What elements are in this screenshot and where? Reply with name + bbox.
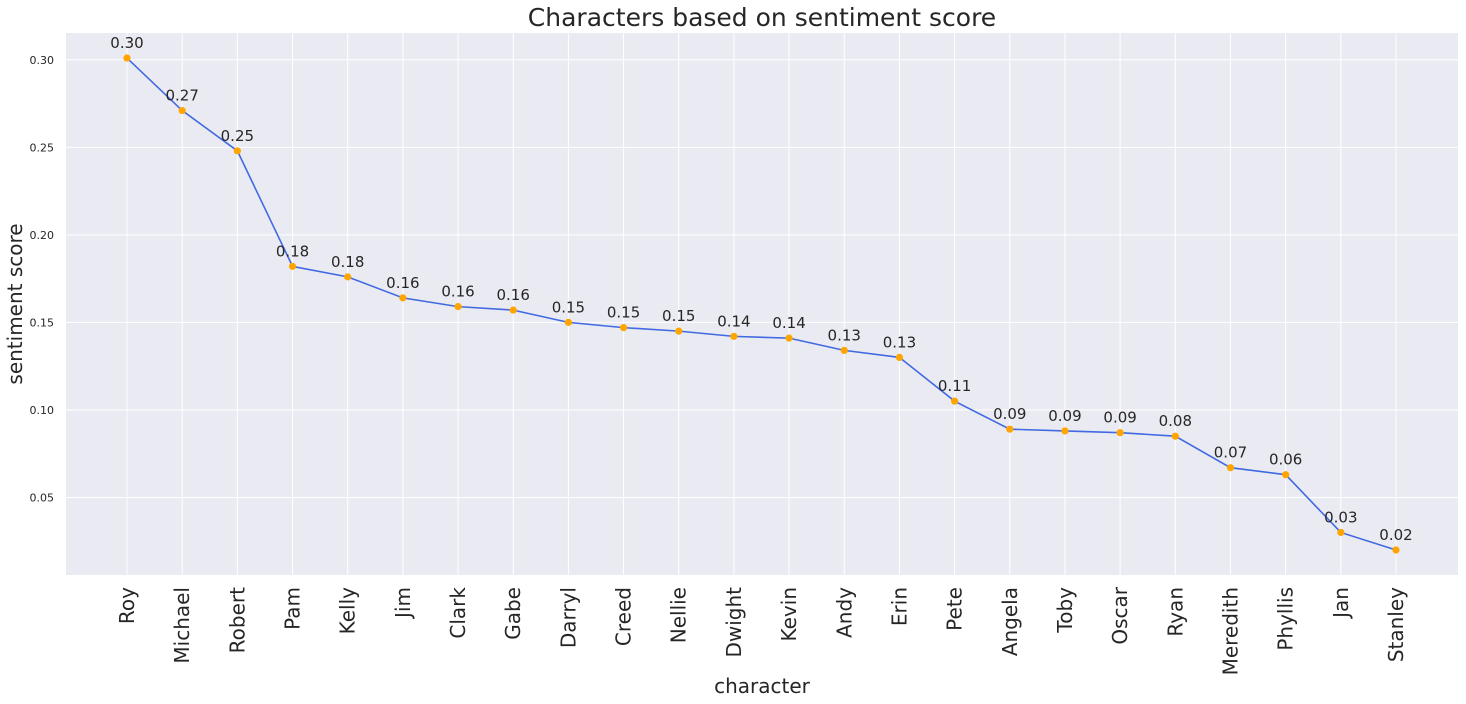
data-points [123,54,1400,554]
data-point [1061,427,1069,435]
data-point [454,303,462,311]
x-tick-label: Oscar [1108,586,1132,644]
x-tick-label: Pam [281,587,305,630]
x-tick-label: Stanley [1384,587,1408,662]
data-point [730,332,738,340]
x-tick-label: Nellie [667,587,691,643]
x-tick-label: Phyllis [1274,587,1298,651]
x-tick-label: Ryan [1163,587,1187,637]
y-axis-label: sentiment score [3,223,27,384]
data-label: 0.30 [110,34,143,52]
data-point [951,397,959,405]
data-label: 0.16 [441,283,474,301]
data-label: 0.15 [662,307,695,325]
data-point [344,273,352,281]
data-label: 0.09 [993,405,1026,423]
data-label: 0.14 [772,314,805,332]
x-tick-label: Toby [1053,587,1077,634]
data-point [785,334,793,342]
x-tick-label: Gabe [501,587,525,640]
data-label: 0.03 [1324,508,1357,526]
data-point [123,54,131,62]
data-point [675,327,683,335]
data-label: 0.16 [497,286,530,304]
data-point [1116,429,1124,437]
x-tick-label: Robert [225,587,249,653]
series-line [126,57,1397,551]
x-tick-label: Kevin [777,587,801,642]
data-label: 0.15 [607,304,640,322]
data-label: 0.09 [1048,407,1081,425]
y-tick-label: 0.15 [30,316,55,329]
data-point [1392,546,1400,554]
y-tick-label: 0.20 [30,229,55,242]
chart-title: Characters based on sentiment score [528,3,996,32]
x-tick-label: Michael [170,587,194,664]
data-point [1171,432,1179,440]
data-point [1337,528,1345,537]
data-point [564,318,572,326]
data-point [509,306,517,314]
x-tick-label: Andy [832,587,856,638]
plot-area [66,33,1458,575]
x-tick-label: Jim [391,587,415,620]
x-tick-label: Roy [115,587,139,624]
data-point [178,106,186,115]
data-point [619,324,628,332]
data-point [895,353,904,361]
data-label: 0.13 [883,333,916,351]
data-point [1226,464,1235,472]
x-tick-labels: Roy Michael Robert Pam Kelly Jim Clark Gabe Darr… [115,586,1408,675]
data-label: 0.11 [938,377,971,395]
data-label: 0.08 [1159,412,1192,430]
data-labels: 0.30 0.27 0.25 0.18 0.18 0.16 0.16 0.16 0.15 0.15… [110,34,1412,544]
x-tick-label: Darryl [556,587,580,648]
data-label: 0.15 [552,298,585,316]
data-point [399,294,407,302]
x-tick-label: Pete [943,587,967,631]
x-tick-label: Jan [1329,587,1353,620]
data-point [233,147,241,155]
y-tick-label: 0.25 [30,141,55,154]
data-label: 0.13 [828,326,861,344]
x-tick-label: Meredith [1218,587,1242,675]
data-point [840,346,848,354]
data-point [1006,425,1014,433]
x-tick-label: Clark [446,587,470,639]
y-tick-labels: 0.05 0.10 0.15 0.20 0.25 0.30 [30,54,55,505]
x-tick-label: Creed [612,587,636,646]
data-point [288,262,297,270]
data-label: 0.02 [1379,526,1412,544]
y-tick-label: 0.05 [30,491,55,504]
data-label: 0.27 [165,87,198,105]
y-tick-label: 0.10 [30,404,55,417]
data-point [1282,471,1290,479]
x-tick-label: Kelly [336,587,360,635]
data-label: 0.06 [1269,451,1302,469]
x-tick-label: Angela [998,587,1022,656]
data-label: 0.18 [276,242,309,260]
x-axis-label: character [714,674,811,698]
x-tick-label: Dwight [722,587,746,658]
data-label: 0.18 [331,253,364,271]
data-label: 0.25 [221,127,254,145]
data-label: 0.09 [1103,409,1136,427]
data-label: 0.16 [386,274,419,292]
x-tick-label: Erin [887,587,911,626]
data-label: 0.14 [717,312,750,330]
y-tick-label: 0.30 [30,54,55,67]
data-label: 0.07 [1214,444,1247,462]
